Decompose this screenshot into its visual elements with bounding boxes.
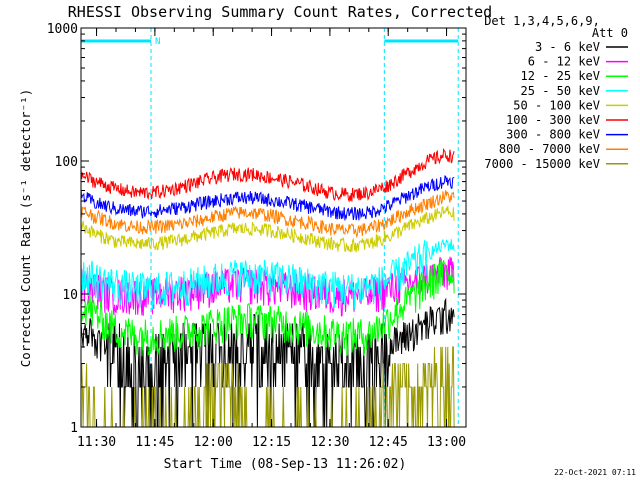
legend-label: 3 - 6 keV	[535, 40, 600, 54]
legend-label: 300 - 800 keV	[506, 128, 600, 142]
series-line	[80, 147, 455, 203]
legend-title-line1: Det 1,3,4,5,6,9,	[484, 14, 600, 28]
x-tick-label: 12:30	[310, 435, 349, 450]
legend-label: 12 - 25 keV	[521, 69, 600, 83]
chart-title: RHESSI Observing Summary Count Rates, Co…	[68, 3, 492, 21]
y-tick-label: 1000	[47, 22, 78, 37]
series-line	[80, 297, 455, 428]
series-line	[80, 190, 455, 239]
x-tick-label: 12:45	[369, 435, 408, 450]
x-tick-label: 12:00	[194, 435, 233, 450]
x-tick-label: 13:00	[427, 435, 466, 450]
y-axis-label: Corrected Count Rate (s⁻¹ detector⁻¹)	[18, 89, 33, 367]
y-tick-label: 10	[62, 288, 78, 303]
x-tick-label: 12:15	[252, 435, 291, 450]
night-label: N	[155, 37, 160, 47]
legend-label: 800 - 7000 keV	[499, 142, 600, 156]
x-tick-label: 11:45	[135, 435, 174, 450]
series-line	[80, 256, 455, 317]
axes: 11:30 11:45 12:00 12:15 12:30 12:45 13:00 1 10 10…	[47, 22, 467, 450]
legend-label: 50 - 100 keV	[513, 98, 600, 112]
plot-frame	[80, 27, 467, 428]
y-tick-label: 100	[55, 155, 78, 170]
series-line	[80, 205, 455, 253]
series-line	[80, 346, 455, 428]
x-tick-label: 11:30	[77, 435, 116, 450]
series-line	[80, 175, 455, 221]
x-axis-label: Start Time (08-Sep-13 11:26:02)	[164, 457, 407, 472]
legend-label: 100 - 300 keV	[506, 113, 600, 127]
legend-label: 25 - 50 keV	[521, 84, 600, 98]
y-tick-label: 1	[70, 421, 78, 436]
series-group	[80, 147, 455, 428]
footer-date: 22-Oct-2021 07:11	[554, 468, 636, 477]
legend-label: 6 - 12 keV	[528, 55, 600, 69]
legend-title-line2: Att 0	[592, 26, 628, 40]
legend-label: 7000 - 15000 keV	[484, 157, 600, 171]
series-line	[80, 239, 455, 310]
series-line	[80, 258, 455, 357]
